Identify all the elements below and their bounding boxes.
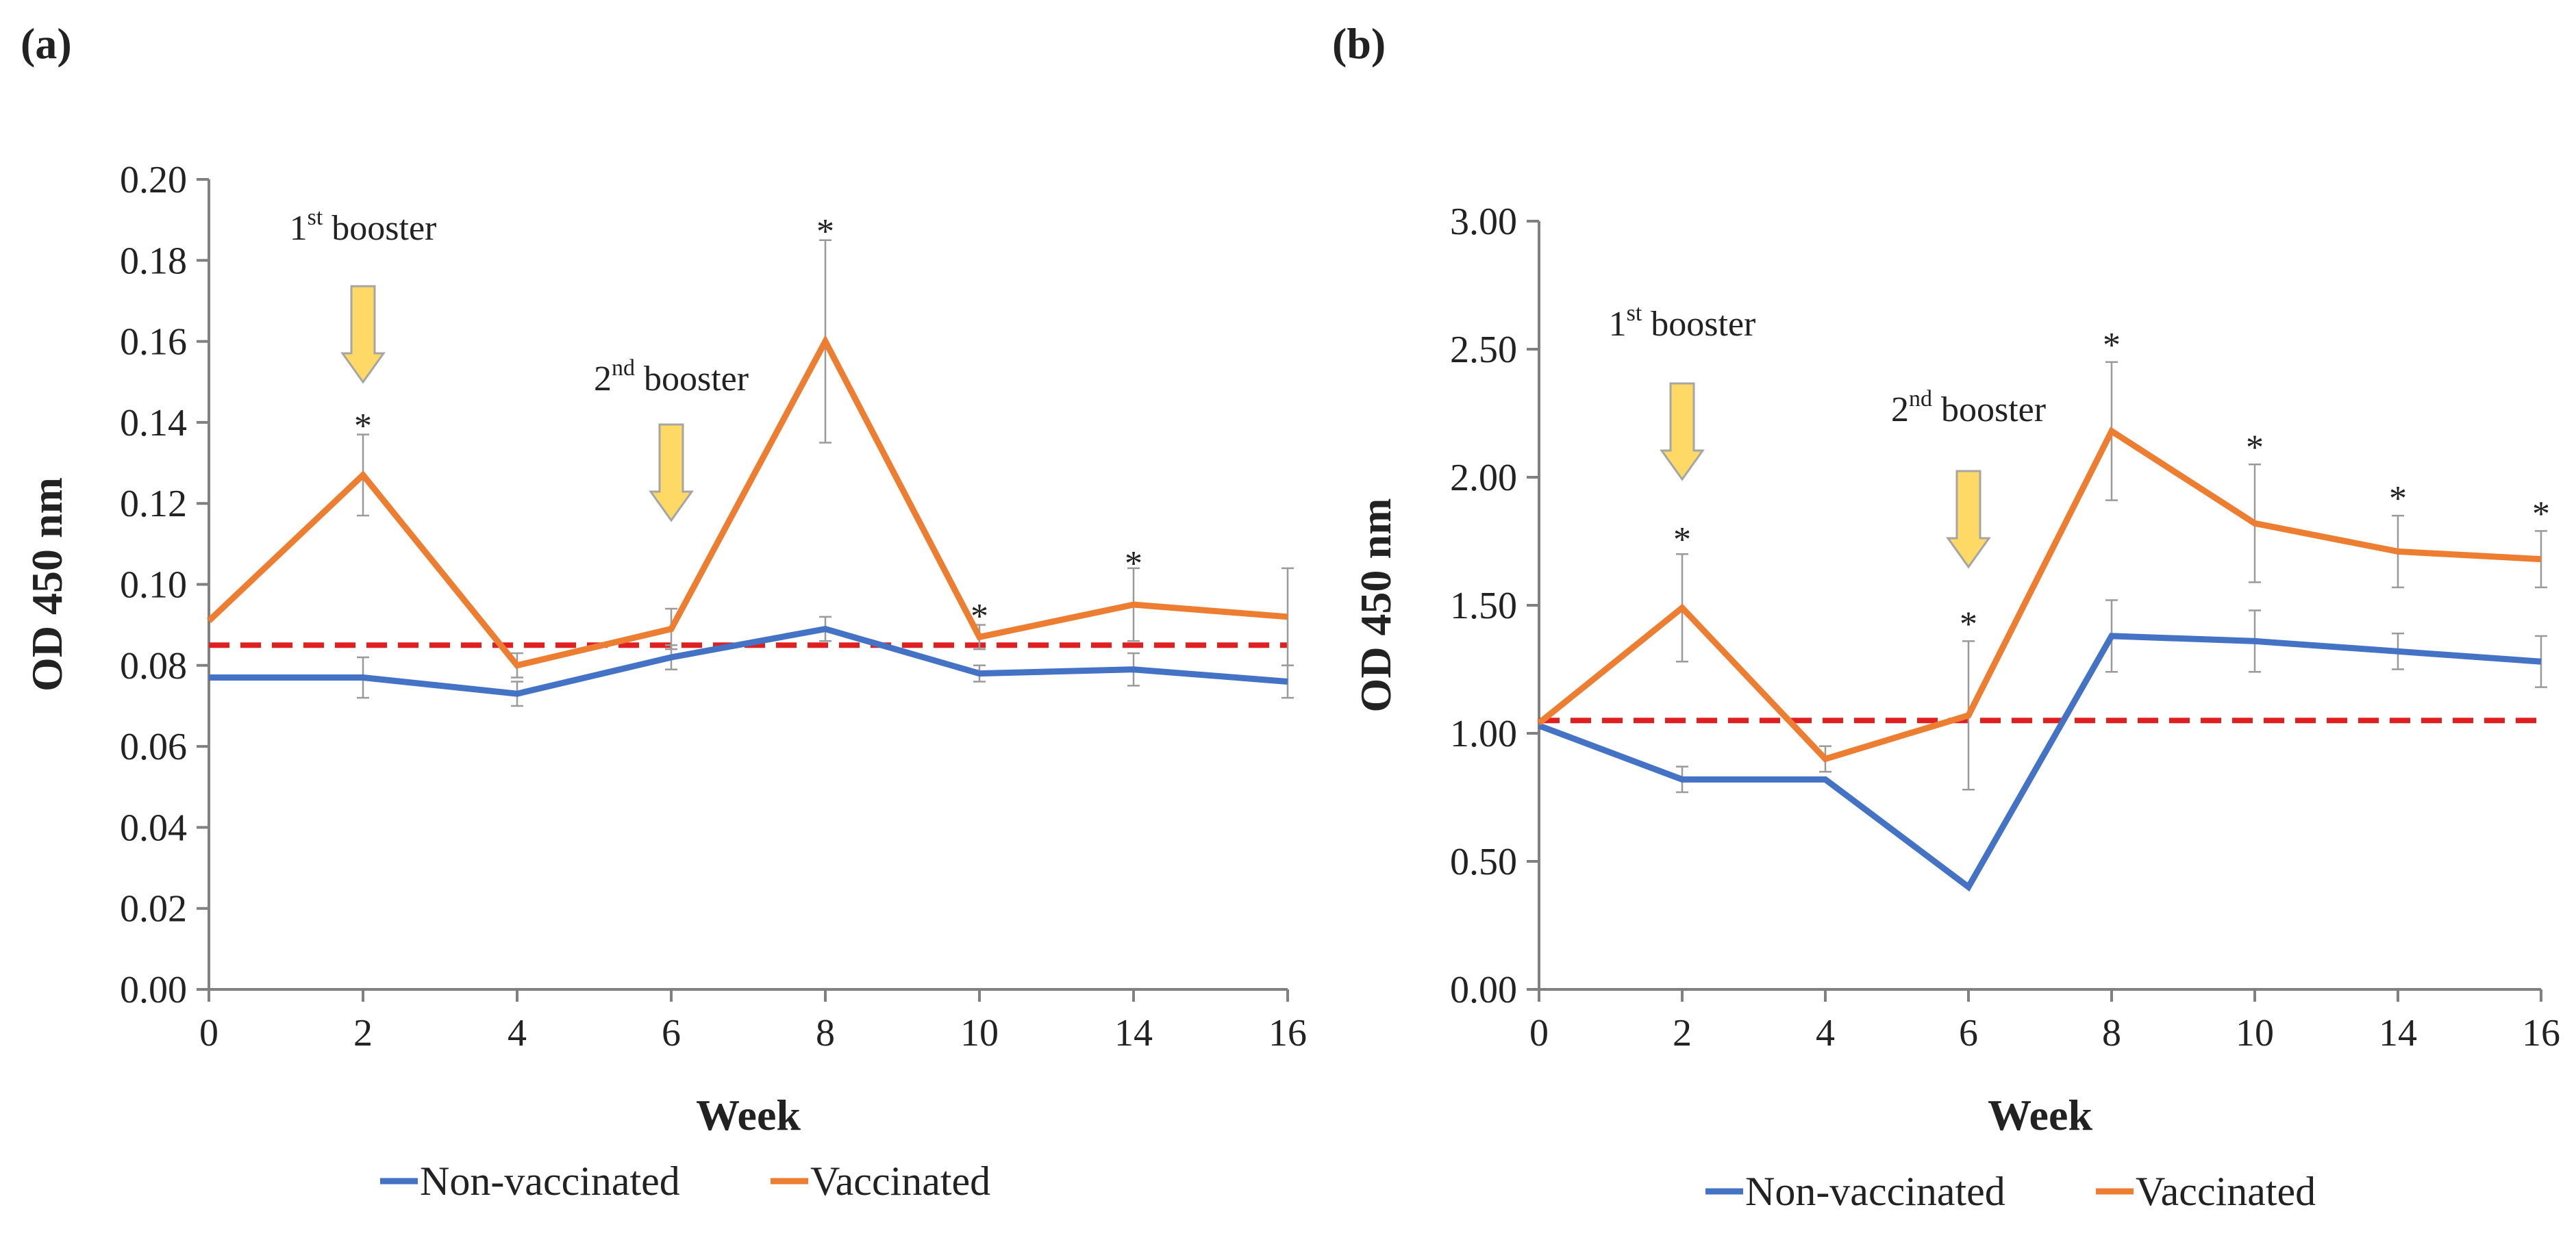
significance-star: * <box>1673 520 1691 559</box>
x-tick-label: 2 <box>1673 1012 1692 1054</box>
x-tick-label: 14 <box>1114 1012 1153 1054</box>
x-tick-label: 4 <box>1816 1012 1835 1054</box>
booster-annotation: 1st booster <box>1609 301 1756 344</box>
x-tick-label: 2 <box>353 1012 373 1054</box>
y-tick-label: 0.10 <box>120 564 187 607</box>
x-axis-title: Week <box>1988 1091 2092 1139</box>
y-tick-label: 1.00 <box>1450 713 1517 755</box>
annotation-number: 1 <box>1609 305 1627 344</box>
significance-star: * <box>2532 495 2550 534</box>
annotation-superscript: nd <box>1909 386 1932 412</box>
x-tick-label: 8 <box>2102 1012 2121 1054</box>
legend-label: Vaccinated <box>810 1159 990 1204</box>
x-tick-label: 16 <box>2522 1012 2560 1054</box>
booster-annotation: 1st booster <box>290 205 437 248</box>
y-tick-label: 1.50 <box>1450 585 1517 627</box>
legend-label: Non-vaccinated <box>1745 1169 2005 1214</box>
y-tick-label: 0.14 <box>120 402 187 444</box>
y-tick-label: 2.50 <box>1450 329 1517 371</box>
series-line-non-vaccinated <box>1538 633 2542 892</box>
x-tick-label: 4 <box>508 1012 527 1054</box>
significance-star: * <box>2246 428 2264 467</box>
series-line-non-vaccinated <box>209 625 1288 697</box>
significance-star: * <box>354 407 372 446</box>
annotation-number: 2 <box>1891 390 1909 429</box>
annotation-number: 2 <box>594 359 612 398</box>
significance-star: * <box>2103 326 2121 365</box>
legend-label: Non-vaccinated <box>420 1159 680 1204</box>
annotation-text: booster <box>635 359 749 398</box>
annotation-number: 1 <box>290 209 308 248</box>
x-tick-label: 0 <box>199 1012 218 1054</box>
x-tick-label: 8 <box>816 1012 835 1054</box>
x-tick-label: 10 <box>2236 1012 2274 1054</box>
x-tick-label: 14 <box>2379 1012 2417 1054</box>
x-axis-title: Week <box>696 1091 801 1139</box>
significance-star: * <box>971 597 988 636</box>
y-tick-label: 2.00 <box>1450 457 1517 499</box>
y-tick-label: 0.08 <box>120 645 187 687</box>
significance-star: * <box>2389 479 2407 518</box>
y-tick-label: 0.00 <box>1450 969 1517 1011</box>
booster-annotation: 2nd booster <box>1891 386 2046 429</box>
panel-label: (a) <box>21 19 72 68</box>
annotation-text: booster <box>323 209 436 248</box>
booster-arrow-icon <box>1660 382 1705 481</box>
panel-a: (a) 0.00 0.02 0.04 0.06 0.08 0.10 0.12 0.14 0.16 0… <box>21 19 1307 1204</box>
series-line-vaccinated <box>206 334 1288 669</box>
booster-arrow-icon <box>649 423 694 522</box>
annotation-superscript: nd <box>612 355 635 381</box>
annotation-text: booster <box>1932 390 2046 429</box>
y-tick-label: 0.12 <box>120 483 187 525</box>
y-tick-label: 3.00 <box>1450 201 1517 243</box>
y-tick-label: 0.04 <box>120 807 187 849</box>
y-tick-label: 0.02 <box>120 888 187 931</box>
booster-annotation: 2nd booster <box>594 355 749 398</box>
x-tick-label: 16 <box>1268 1012 1307 1054</box>
y-tick-label: 0.18 <box>120 240 187 282</box>
y-axis-title: OD 450 nm <box>1351 498 1400 713</box>
x-tick-label: 6 <box>662 1012 681 1054</box>
y-tick-label: 0.00 <box>120 969 187 1011</box>
y-tick-label: 0.16 <box>120 321 187 364</box>
x-tick-label: 10 <box>960 1012 999 1054</box>
y-tick-label: 0.20 <box>120 159 187 201</box>
annotation-superscript: st <box>308 205 323 230</box>
booster-arrow-icon <box>1946 470 1991 569</box>
significance-star: * <box>1960 605 1977 644</box>
legend-label: Vaccinated <box>2136 1169 2316 1214</box>
panel-b: (b) 0.00 0.50 1.00 1.50 2.00 2.50 3.00 0 2 4 6 8 10 14… <box>1332 19 2560 1214</box>
y-axis-title: OD 450 nm <box>23 477 71 692</box>
significance-star: * <box>816 212 834 251</box>
panel-label: (b) <box>1332 19 1386 68</box>
annotation-superscript: st <box>1627 301 1642 326</box>
significance-star: * <box>1125 544 1142 583</box>
annotation-text: booster <box>1642 305 1755 344</box>
series-line-vaccinated <box>1537 427 2542 763</box>
booster-arrow-icon <box>340 285 386 384</box>
y-tick-label: 0.50 <box>1450 841 1517 883</box>
y-tick-label: 0.06 <box>120 726 187 768</box>
x-tick-label: 0 <box>1529 1012 1549 1054</box>
x-tick-label: 6 <box>1959 1012 1978 1054</box>
